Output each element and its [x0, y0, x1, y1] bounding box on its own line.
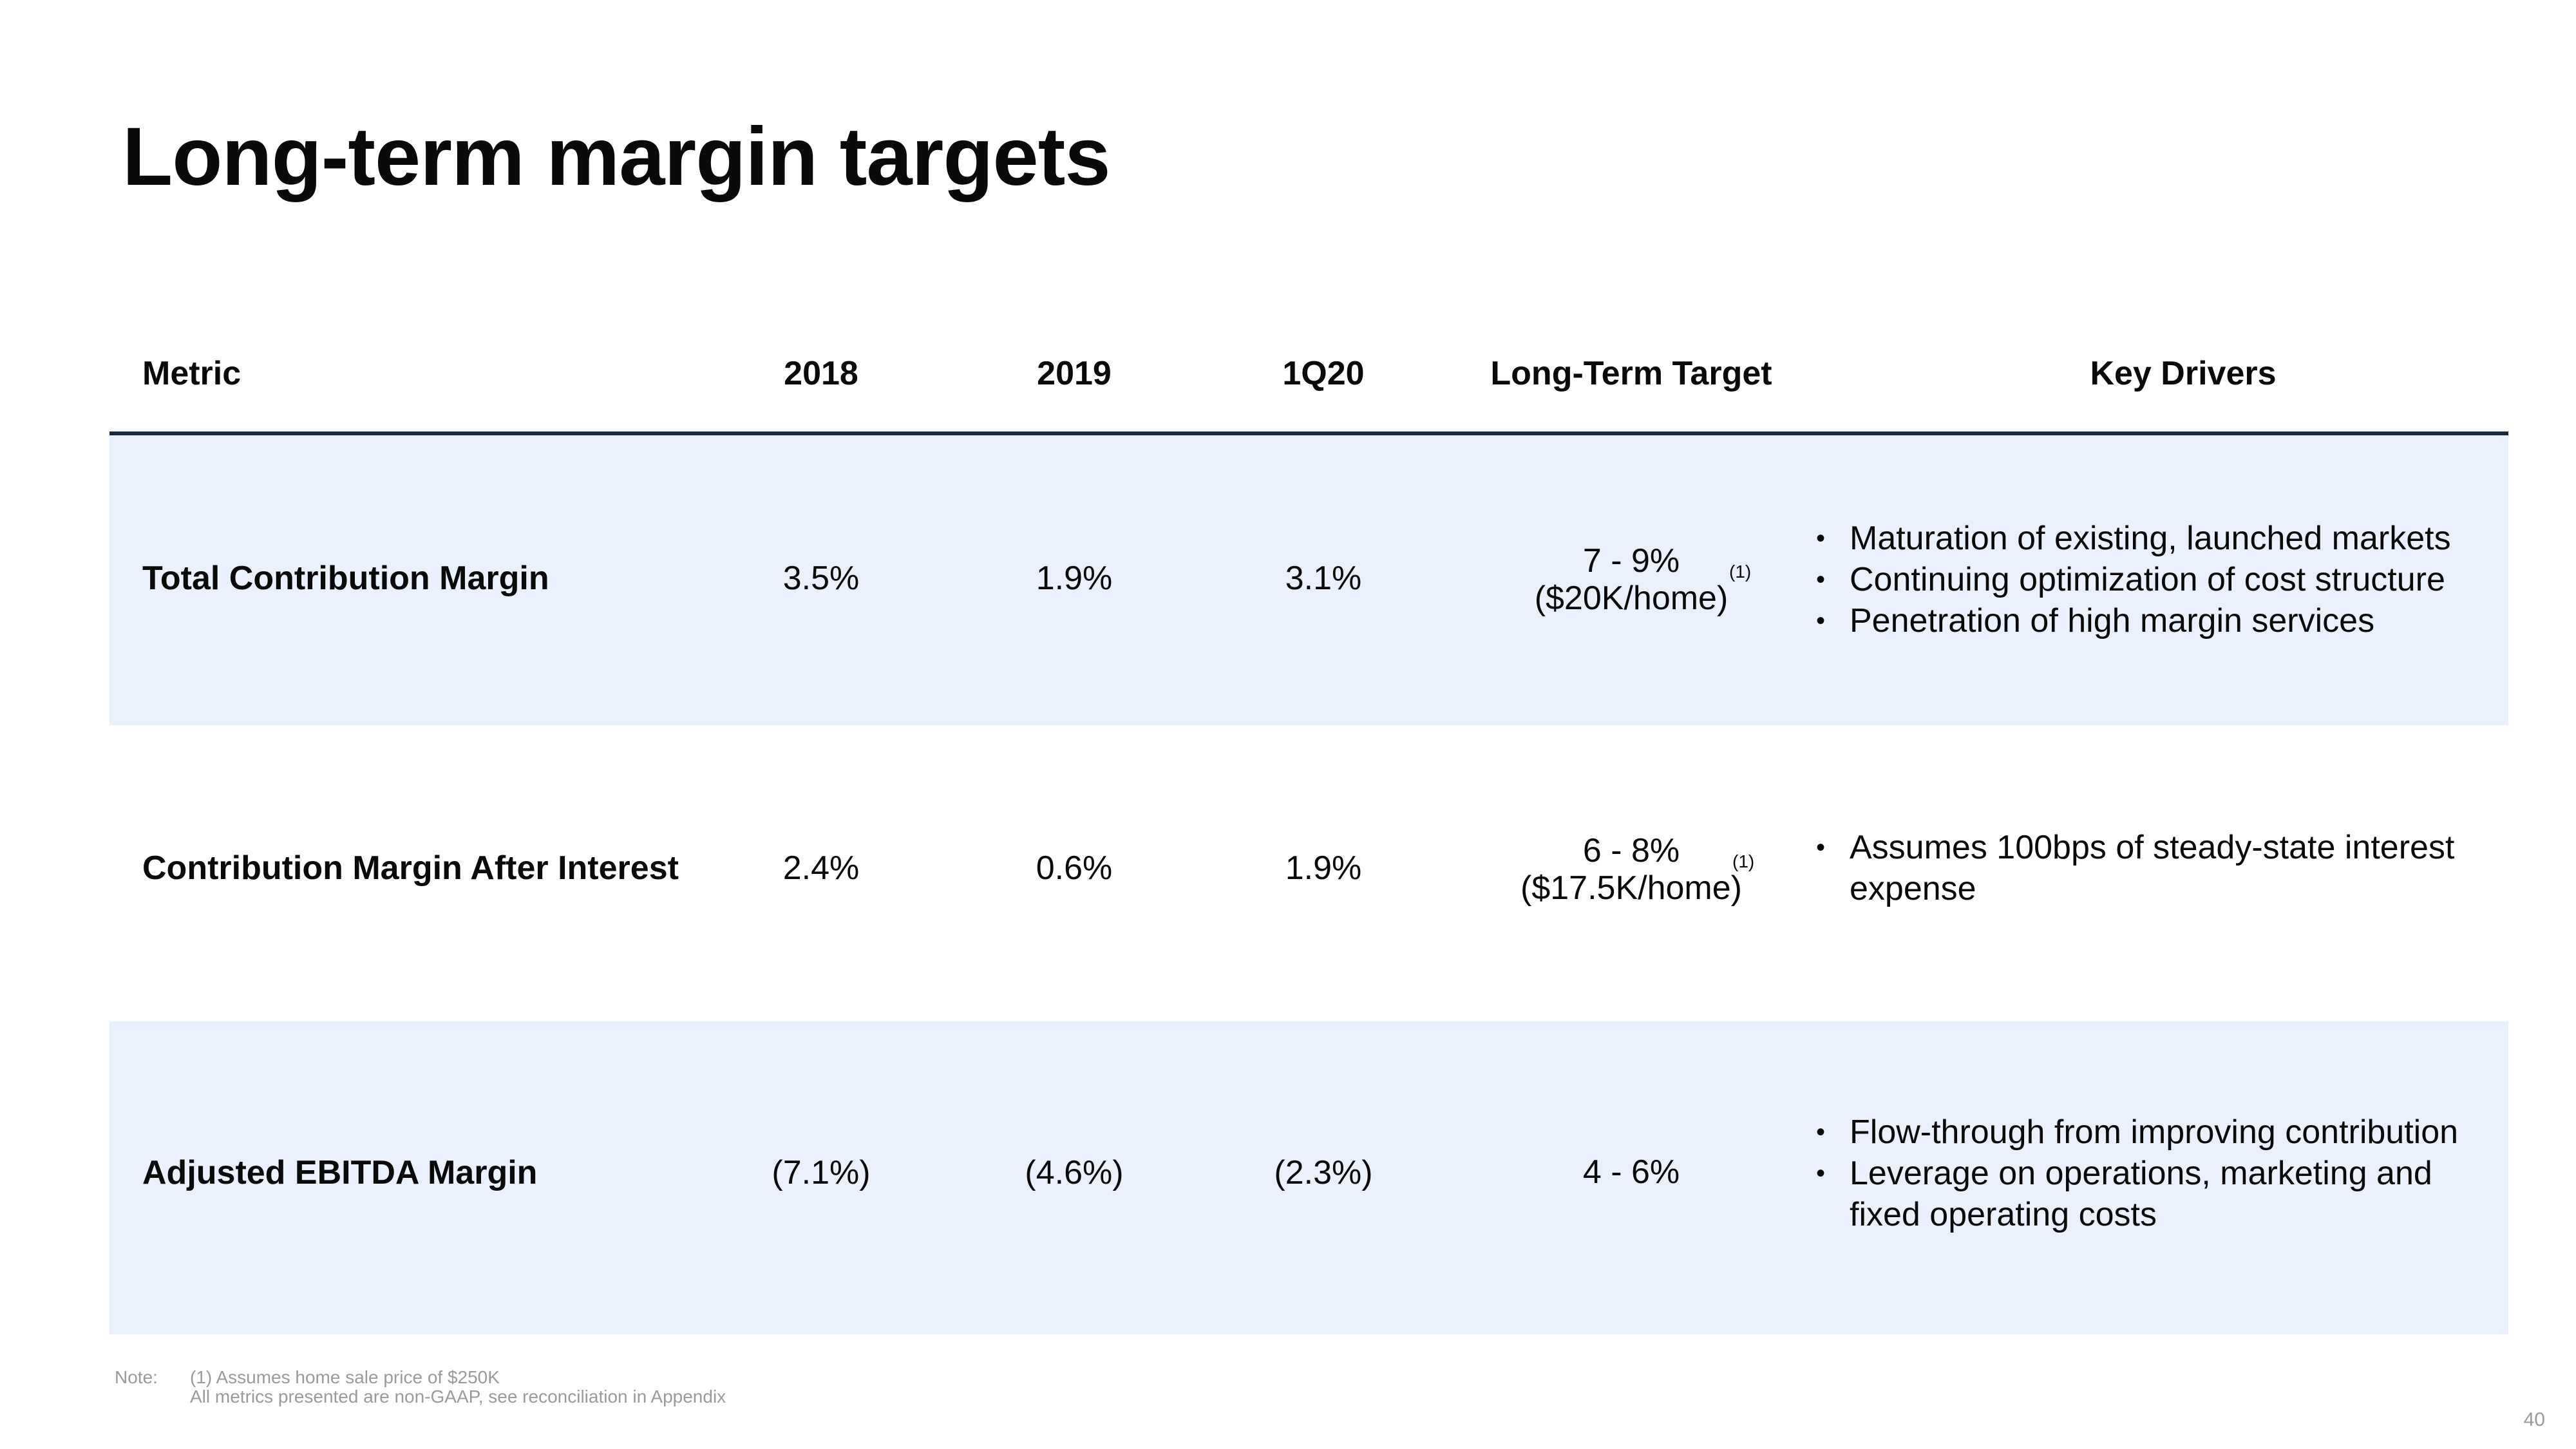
- value-1q20: 3.1%: [1285, 560, 1362, 597]
- table-row: Total Contribution Margin 3.5% 1.9% 3.1%…: [109, 435, 2508, 725]
- driver-item: • Leverage on operations, marketing and f…: [1816, 1153, 2505, 1235]
- header-divider: [109, 431, 2508, 435]
- value-1q20: 1.9%: [1285, 849, 1362, 887]
- key-drivers-list: • Maturation of existing, launched market…: [1816, 518, 2451, 641]
- value-1q20: (2.3%): [1274, 1154, 1373, 1191]
- margin-targets-table: Metric 2018 2019 1Q20 Long-Term Target K…: [109, 335, 2508, 1334]
- header-metric: Metric: [142, 355, 242, 392]
- table-row: Adjusted EBITDA Margin (7.1%) (4.6%) (2.…: [109, 1021, 2508, 1334]
- target-range: 6 - 8%: [1582, 832, 1680, 869]
- bullet-icon: •: [1816, 565, 1826, 594]
- key-drivers-list: • Assumes 100bps of steady-state interest…: [1816, 827, 2486, 909]
- target-range: 4 - 6%: [1582, 1153, 1680, 1191]
- metric-label: Contribution Margin After Interest: [142, 849, 679, 887]
- bullet-icon: •: [1816, 607, 1826, 635]
- target-per-home: ($17.5K/home): [1520, 869, 1742, 907]
- table-header: Metric 2018 2019 1Q20 Long-Term Target K…: [109, 335, 2508, 435]
- key-drivers-list: • Flow-through from improving contributio…: [1816, 1112, 2505, 1235]
- driver-text: Flow-through from improving contribution: [1850, 1113, 2459, 1151]
- driver-text: Penetration of high margin services: [1850, 602, 2375, 639]
- bullet-icon: •: [1816, 524, 1826, 553]
- table-row: Contribution Margin After Interest 2.4% …: [109, 725, 2508, 1021]
- value-2019: (4.6%): [1025, 1154, 1124, 1191]
- note-label: Note:: [115, 1367, 158, 1387]
- page-title: Long-term margin targets: [122, 111, 1110, 203]
- value-2019: 1.9%: [1036, 560, 1113, 597]
- header-long-term-target: Long-Term Target: [1490, 355, 1772, 392]
- bullet-icon: •: [1816, 1118, 1826, 1146]
- target-per-home: ($20K/home): [1534, 580, 1728, 617]
- header-2018: 2018: [784, 355, 858, 392]
- driver-text: Assumes 100bps of steady-state interest …: [1850, 829, 2455, 907]
- footnote-text: (1) Assumes home sale price of $250K: [190, 1367, 500, 1387]
- header-2019: 2019: [1037, 355, 1112, 392]
- long-term-target: 7 - 9% ($20K/home): [1502, 542, 1760, 617]
- page-number: 40: [2523, 1409, 2545, 1430]
- driver-item: • Continuing optimization of cost structu…: [1816, 559, 2451, 600]
- value-2018: 2.4%: [782, 849, 860, 887]
- footnote-marker: (1): [1732, 851, 1755, 871]
- driver-text: Continuing optimization of cost structur…: [1850, 561, 2445, 598]
- header-1q20: 1Q20: [1282, 355, 1365, 392]
- target-range: 7 - 9%: [1582, 542, 1680, 580]
- bullet-icon: •: [1816, 833, 1826, 862]
- driver-item: • Flow-through from improving contributio…: [1816, 1112, 2505, 1153]
- driver-item: • Assumes 100bps of steady-state interest…: [1816, 827, 2486, 909]
- driver-item: • Penetration of high margin services: [1816, 600, 2451, 641]
- value-2019: 0.6%: [1036, 849, 1113, 887]
- driver-text: Leverage on operations, marketing and fi…: [1850, 1155, 2432, 1233]
- driver-text: Maturation of existing, launched markets: [1850, 520, 2451, 557]
- bullet-icon: •: [1816, 1159, 1826, 1188]
- driver-item: • Maturation of existing, launched market…: [1816, 518, 2451, 559]
- header-key-drivers: Key Drivers: [2090, 355, 2277, 392]
- metric-label: Total Contribution Margin: [142, 560, 549, 597]
- value-2018: (7.1%): [772, 1154, 871, 1191]
- long-term-target: 6 - 8% ($17.5K/home): [1502, 832, 1760, 907]
- long-term-target: 4 - 6%: [1502, 1153, 1760, 1191]
- footnote-text: All metrics presented are non-GAAP, see …: [190, 1387, 726, 1406]
- value-2018: 3.5%: [782, 560, 860, 597]
- metric-label: Adjusted EBITDA Margin: [142, 1154, 538, 1191]
- footnote-marker: (1): [1729, 562, 1752, 582]
